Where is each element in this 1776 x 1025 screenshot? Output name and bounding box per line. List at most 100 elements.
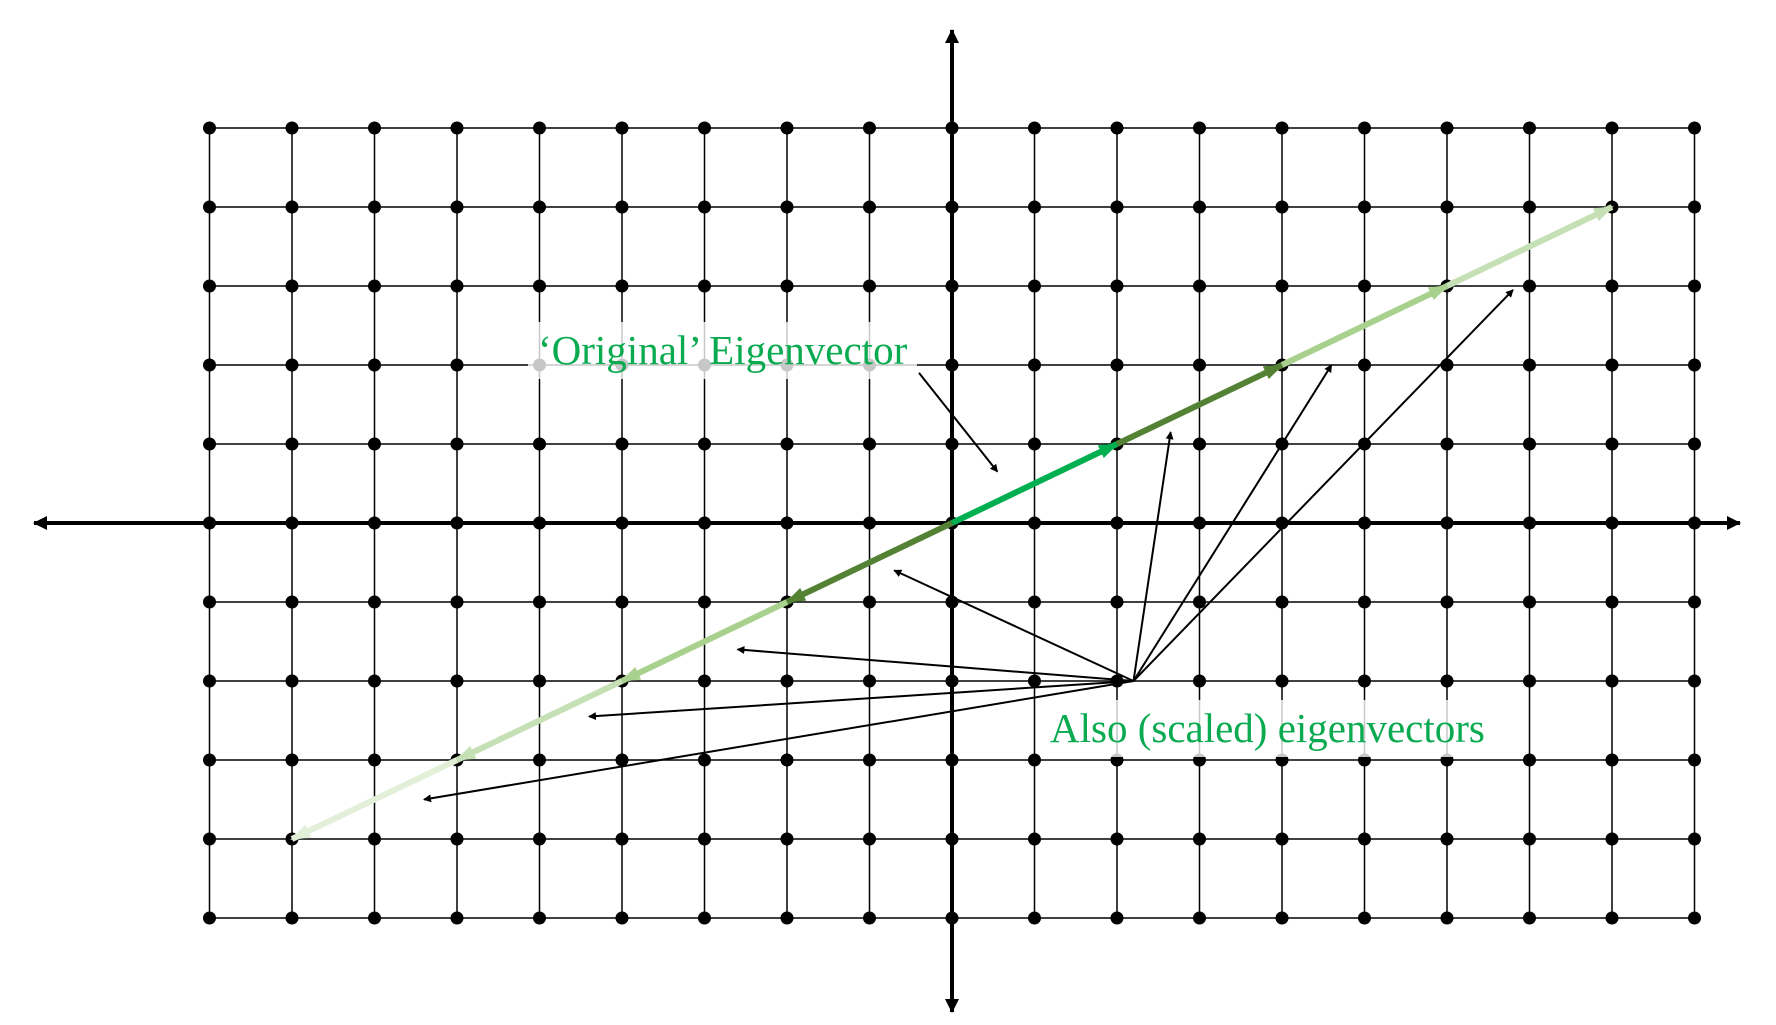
grid-dot <box>533 832 546 846</box>
grid-dot <box>863 200 876 214</box>
grid-dot <box>1523 437 1536 451</box>
grid-dot <box>1193 674 1206 688</box>
grid-dot <box>1523 358 1536 372</box>
grid-dot <box>533 200 546 214</box>
grid-dot <box>1605 437 1619 451</box>
grid-dot <box>945 121 959 135</box>
grid-dot <box>863 437 876 451</box>
grid-dot <box>285 121 299 135</box>
pointer-to-pos-3 <box>1132 289 1514 682</box>
grid-dot <box>368 832 381 846</box>
grid-dot <box>615 832 629 846</box>
grid-dot <box>1358 279 1371 293</box>
grid-dot <box>780 911 794 925</box>
grid-dot <box>1275 516 1289 530</box>
grid-dot <box>698 437 711 451</box>
grid-dot <box>203 121 216 135</box>
grid-dot <box>285 674 299 688</box>
grid-dot <box>1523 516 1536 530</box>
grid-dot <box>1110 832 1124 846</box>
grid-dot <box>1440 516 1454 530</box>
grid-dot <box>1358 516 1371 530</box>
grid-dot <box>698 832 711 846</box>
grid-dot <box>1440 437 1454 451</box>
grid-dot <box>1523 832 1536 846</box>
grid-dot <box>533 121 546 135</box>
grid-dot <box>780 753 794 767</box>
eigenvector-scaled-3 <box>1280 283 1449 368</box>
grid-dot <box>1193 121 1206 135</box>
grid-dot <box>698 516 711 530</box>
grid-dot <box>450 121 464 135</box>
pointer-arrows <box>423 289 1514 803</box>
grid-dot <box>1028 753 1041 767</box>
grid-dot <box>1028 437 1041 451</box>
grid-dot <box>1605 279 1619 293</box>
scaled-eigenvectors-label: Also (scaled) eigenvectors <box>1040 700 1495 757</box>
grid-dot <box>285 437 299 451</box>
grid-dot <box>863 279 876 293</box>
pointer-original <box>918 372 999 473</box>
grid-dot <box>450 279 464 293</box>
grid-dot <box>863 753 876 767</box>
grid-dot <box>1358 200 1371 214</box>
eigenvector-scaled-neg-4 <box>455 678 624 763</box>
grid-dot <box>1688 121 1701 135</box>
grid-dot <box>368 753 381 767</box>
eigenvector-scaled-neg-2 <box>785 520 954 605</box>
grid-dot <box>203 595 216 609</box>
eigenvector-original <box>950 441 1119 526</box>
grid-dot <box>1193 200 1206 214</box>
grid-dot <box>1688 753 1701 767</box>
grid-dot <box>1605 911 1619 925</box>
grid-dot <box>1440 832 1454 846</box>
grid-dot <box>698 200 711 214</box>
grid-dot <box>203 911 216 925</box>
grid-dot <box>615 595 629 609</box>
grid-dot <box>1358 674 1371 688</box>
grid-dot <box>863 832 876 846</box>
pointer-to-neg-4 <box>423 680 1134 803</box>
grid-dot <box>450 595 464 609</box>
grid-dot <box>450 516 464 530</box>
grid-dot <box>533 437 546 451</box>
grid-dot <box>1688 911 1701 925</box>
grid-dot <box>1688 595 1701 609</box>
grid-dot <box>533 595 546 609</box>
original-eigenvector-text: ‘Original’ Eigenvector <box>538 327 908 373</box>
grid-dot <box>945 358 959 372</box>
grid-dot <box>203 279 216 293</box>
grid-dot <box>1688 832 1701 846</box>
grid-dot <box>1688 200 1701 214</box>
grid-dot <box>615 121 629 135</box>
grid-dot <box>1193 279 1206 293</box>
grid-dot <box>1358 832 1371 846</box>
grid-dot <box>450 674 464 688</box>
grid-dot <box>863 595 876 609</box>
grid-dot <box>945 279 959 293</box>
grid-dot <box>1523 911 1536 925</box>
grid-dot <box>1523 200 1536 214</box>
grid-dot <box>285 200 299 214</box>
grid-dot <box>368 200 381 214</box>
grid-dot <box>1028 595 1041 609</box>
grid-dot <box>1110 516 1124 530</box>
grid-dot <box>368 911 381 925</box>
grid-dot <box>368 595 381 609</box>
grid-dot <box>1440 121 1454 135</box>
grid-dot <box>1275 911 1289 925</box>
grid-dot <box>368 437 381 451</box>
grid-dot <box>780 200 794 214</box>
grid-dot <box>698 279 711 293</box>
grid-dot <box>533 753 546 767</box>
grid-dot <box>1358 358 1371 372</box>
grid-dot <box>1523 595 1536 609</box>
grid-dot <box>1605 832 1619 846</box>
original-eigenvector-label: ‘Original’ Eigenvector <box>528 322 918 379</box>
grid-dot <box>863 911 876 925</box>
grid-dot <box>1358 595 1371 609</box>
grid-dot <box>1440 358 1454 372</box>
grid-dot <box>780 279 794 293</box>
grid-dot <box>533 674 546 688</box>
grid-dot <box>368 279 381 293</box>
